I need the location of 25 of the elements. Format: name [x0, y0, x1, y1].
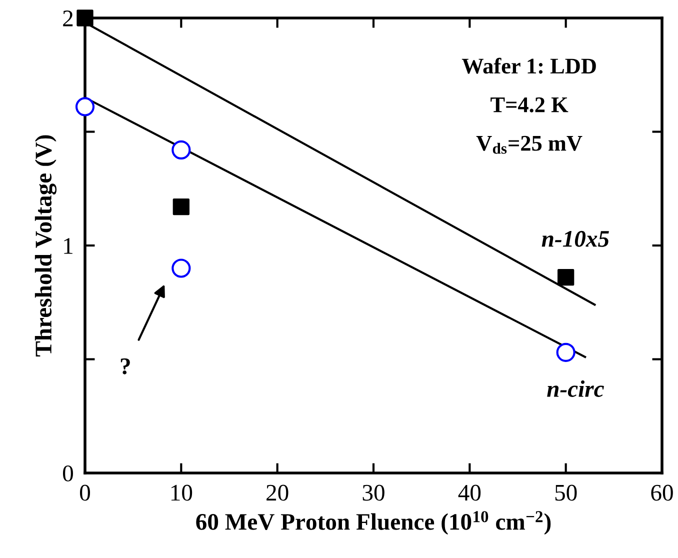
x-tick-label: 20: [266, 484, 288, 501]
point: [172, 258, 191, 278]
point: [75, 97, 95, 116]
x-tick-label: 30: [362, 484, 384, 501]
annotation: T=4.2 K: [490, 97, 568, 112]
x-axis-title: 60 MeV Proton Fluence (10$^{10}$ cm$^{−2}$): [196, 511, 551, 535]
x-tick-label: 10: [171, 484, 192, 501]
point: [76, 10, 94, 26]
y-tick-label: 2: [63, 10, 73, 26]
x-tick-label: 50: [555, 484, 577, 501]
point: [556, 342, 576, 362]
x-tick-label: 60: [651, 484, 673, 501]
y-tick-label: 0: [62, 465, 73, 482]
annotation: Wafer 1: LDD: [462, 58, 596, 74]
y-tick-label: 1: [64, 238, 72, 254]
point: [558, 269, 574, 286]
point: [172, 140, 191, 160]
annotation: n-circ: [547, 380, 604, 398]
x-tick-label: 40: [458, 484, 481, 501]
x-tick-label: 0: [80, 484, 90, 501]
annotation: ?: [120, 358, 130, 374]
annotation: n-10x5: [542, 230, 609, 247]
y-axis-title: Threshold Voltage (V): [34, 135, 57, 356]
annotation: V$_{ds}$=25 mV: [476, 136, 582, 154]
point: [172, 198, 190, 216]
